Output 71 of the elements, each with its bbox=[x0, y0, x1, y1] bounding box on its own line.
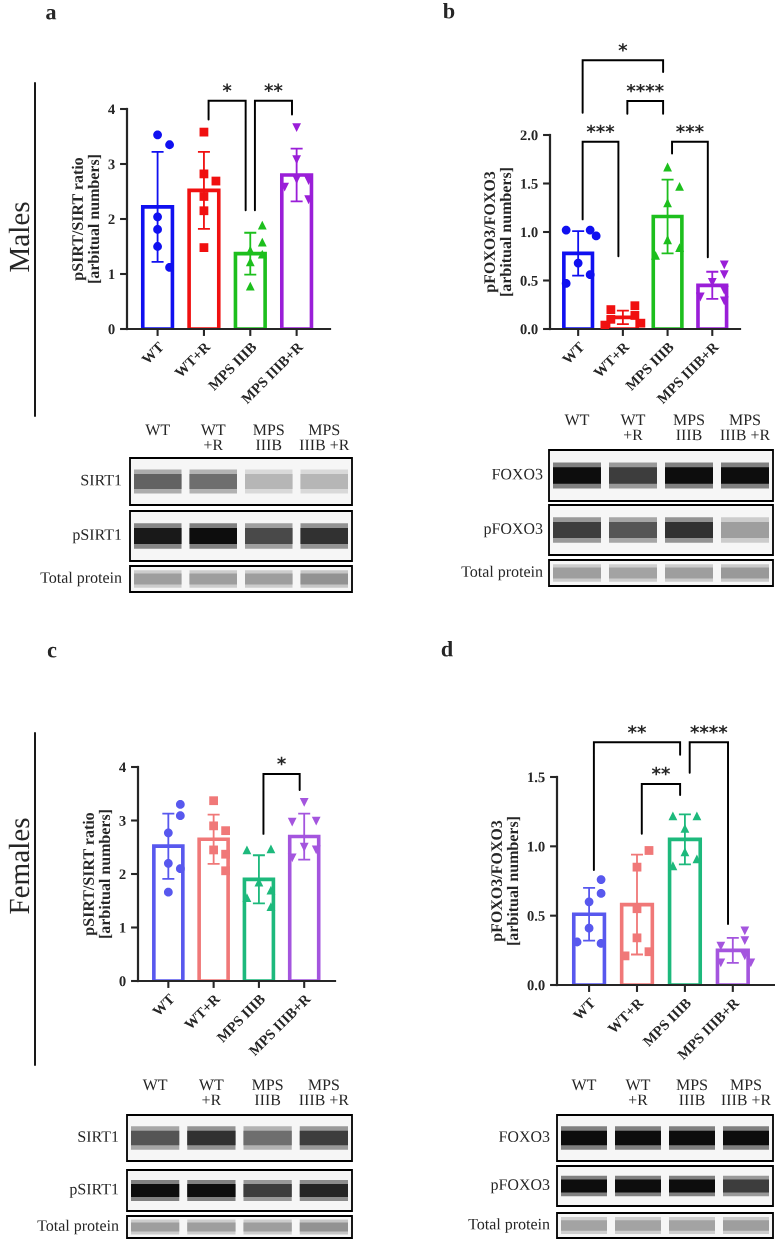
text: SIRT1 bbox=[78, 1131, 119, 1142]
y-tick-label: 3 bbox=[108, 159, 115, 170]
y-tick-label: 4 bbox=[119, 762, 126, 773]
x-tick-label: WT bbox=[572, 997, 597, 1022]
text: pFOXO3 bbox=[490, 1179, 550, 1194]
y-tick-label: 2.0 bbox=[520, 130, 538, 141]
category-label: MPS IIIB +R bbox=[299, 424, 350, 451]
category-label: WT bbox=[564, 414, 590, 426]
text: FOXO3 bbox=[498, 1131, 550, 1142]
category-label: MPS IIIB +R bbox=[299, 1079, 349, 1106]
x-tick-label: WT bbox=[561, 341, 586, 366]
y-axis-title: pSIRT/SIRT ratio [arbitual numbers] bbox=[82, 810, 113, 938]
category-label: MPS IIIB bbox=[673, 414, 704, 441]
text: Males bbox=[8, 202, 30, 272]
text: Females bbox=[8, 818, 30, 914]
text: ** bbox=[651, 766, 671, 776]
y-axis-title: pFOXO3/FOXO3 [arbitual numbers] bbox=[491, 817, 521, 945]
text: ** bbox=[264, 83, 283, 92]
category-label: MPS IIIB bbox=[253, 424, 284, 451]
category-label: MPS IIIB +R bbox=[721, 1079, 772, 1106]
category-label: MPS IIIB bbox=[676, 1079, 707, 1106]
chart-title: a bbox=[46, 8, 57, 20]
text: pFOXO3 bbox=[483, 523, 543, 538]
y-tick-label: 3 bbox=[119, 815, 126, 826]
y-tick-label: 1.0 bbox=[521, 227, 538, 238]
category-label: WT bbox=[145, 424, 170, 436]
y-tick-label: 2 bbox=[108, 214, 115, 225]
chart-title: c bbox=[47, 646, 57, 658]
y-tick-label: 1.0 bbox=[528, 841, 545, 852]
text: * bbox=[222, 83, 232, 92]
text: FOXO3 bbox=[491, 468, 543, 480]
y-tick-label: 1.5 bbox=[521, 178, 538, 189]
text: Total protein bbox=[468, 1218, 550, 1233]
text: pSIRT1 bbox=[69, 1183, 119, 1198]
category-label: WT +R bbox=[198, 1079, 224, 1106]
text: SIRT1 bbox=[81, 474, 122, 486]
y-tick-label: 4 bbox=[108, 104, 115, 115]
chart-title: b bbox=[443, 2, 455, 19]
y-tick-label: 0.0 bbox=[520, 324, 538, 335]
category-label: WT +R bbox=[625, 1079, 651, 1106]
y-tick-label: 0.5 bbox=[527, 911, 545, 921]
y-tick-label: 1 bbox=[120, 922, 126, 933]
text: Total protein bbox=[461, 565, 543, 581]
x-tick-label: WT bbox=[151, 993, 176, 1018]
category-label: WT +R bbox=[200, 424, 226, 451]
text: Total protein bbox=[37, 1219, 119, 1235]
text: * bbox=[618, 43, 628, 52]
category-label: MPS IIIB +R bbox=[720, 414, 771, 441]
y-tick-label: 0.5 bbox=[520, 275, 538, 286]
text: * bbox=[277, 756, 286, 766]
y-tick-label: 2 bbox=[119, 869, 126, 880]
text: **** bbox=[626, 83, 664, 93]
y-tick-label: 1 bbox=[109, 269, 115, 280]
category-label: WT +R bbox=[620, 414, 646, 441]
y-tick-label: 0.0 bbox=[527, 980, 545, 991]
text: *** bbox=[586, 124, 615, 134]
category-label: MPS IIIB bbox=[252, 1079, 283, 1106]
text: pSIRT1 bbox=[72, 529, 122, 544]
text: **** bbox=[690, 725, 728, 734]
text: Total protein bbox=[40, 571, 122, 587]
chart-title: d bbox=[441, 640, 453, 657]
category-label: WT bbox=[571, 1079, 597, 1091]
y-axis-title: pSIRT/SIRT ratio [arbitual numbers] bbox=[71, 155, 102, 283]
y-axis-title: pFOXO3/FOXO3 [arbitual numbers] bbox=[484, 168, 514, 296]
text: ** bbox=[627, 725, 647, 734]
y-tick-label: 1.5 bbox=[528, 772, 545, 783]
category-label: WT bbox=[142, 1079, 168, 1091]
y-tick-label: 0 bbox=[108, 324, 115, 335]
y-tick-label: 0 bbox=[119, 976, 126, 987]
x-tick-label: WT bbox=[140, 341, 165, 366]
text: *** bbox=[676, 124, 704, 134]
